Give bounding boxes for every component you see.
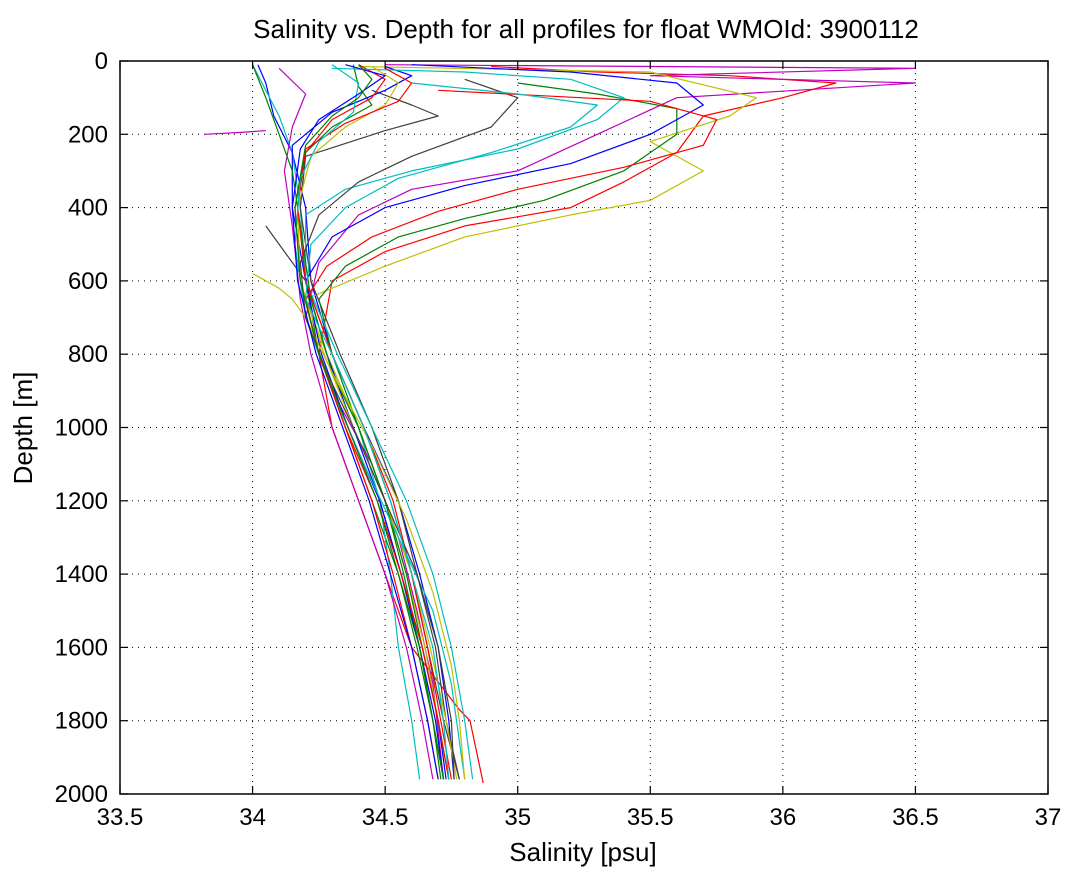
y-tick-label: 800 xyxy=(68,341,108,368)
salinity-profile-line xyxy=(305,64,704,780)
salinity-profile-line xyxy=(204,130,266,135)
x-tick-label: 37 xyxy=(1035,804,1062,831)
salinity-profile-line xyxy=(252,273,466,780)
y-tick-label: 1200 xyxy=(55,488,108,515)
salinity-profile-line xyxy=(318,65,837,784)
salinity-profile-line xyxy=(305,64,917,780)
x-tick-label: 35 xyxy=(504,804,531,831)
y-axis-label: Depth [m] xyxy=(8,372,38,485)
salinity-profile-line xyxy=(291,64,439,780)
chart-title: Salinity vs. Depth for all profiles for … xyxy=(253,14,919,44)
x-tick-label: 34.5 xyxy=(362,804,409,831)
x-tick-label: 36.5 xyxy=(892,804,939,831)
y-tick-label: 400 xyxy=(68,195,108,222)
salinity-profile-line xyxy=(305,65,757,780)
profile-lines xyxy=(204,64,917,784)
y-tick-label: 1600 xyxy=(55,634,108,661)
salinity-profile-line xyxy=(297,67,452,780)
salinity-profile-line xyxy=(305,82,598,780)
axis-ticks: 33.5 34 34.5 35 35.5 36 36.5 37 0 200 400 600 800 100… xyxy=(55,48,1062,831)
y-tick-label: 1800 xyxy=(55,708,108,735)
salinity-profile-line xyxy=(318,82,678,780)
y-tick-label: 600 xyxy=(68,268,108,295)
salinity-profile-line xyxy=(305,67,625,780)
y-tick-label: 1000 xyxy=(55,415,108,442)
y-tick-label: 2000 xyxy=(55,781,108,808)
x-axis-label: Salinity [psu] xyxy=(509,837,656,867)
y-tick-label: 1400 xyxy=(55,561,108,588)
x-tick-label: 33.5 xyxy=(97,804,144,831)
plot-frame xyxy=(119,60,1049,795)
y-tick-label: 200 xyxy=(68,121,108,148)
salinity-profile-line xyxy=(305,89,718,780)
salinity-profile-line xyxy=(299,89,460,780)
salinity-profile-line xyxy=(252,64,421,780)
salinity-profile-line xyxy=(297,65,458,780)
x-tick-label: 34 xyxy=(239,804,266,831)
salinity-profile-line xyxy=(299,78,519,780)
salinity-profile-line xyxy=(294,64,442,780)
salinity-profile-line xyxy=(278,67,434,780)
y-tick-label: 0 xyxy=(95,48,108,75)
salinity-profile-line xyxy=(252,64,445,780)
x-tick-label: 36 xyxy=(770,804,797,831)
grid-lines xyxy=(120,61,1048,794)
x-tick-label: 35.5 xyxy=(627,804,674,831)
